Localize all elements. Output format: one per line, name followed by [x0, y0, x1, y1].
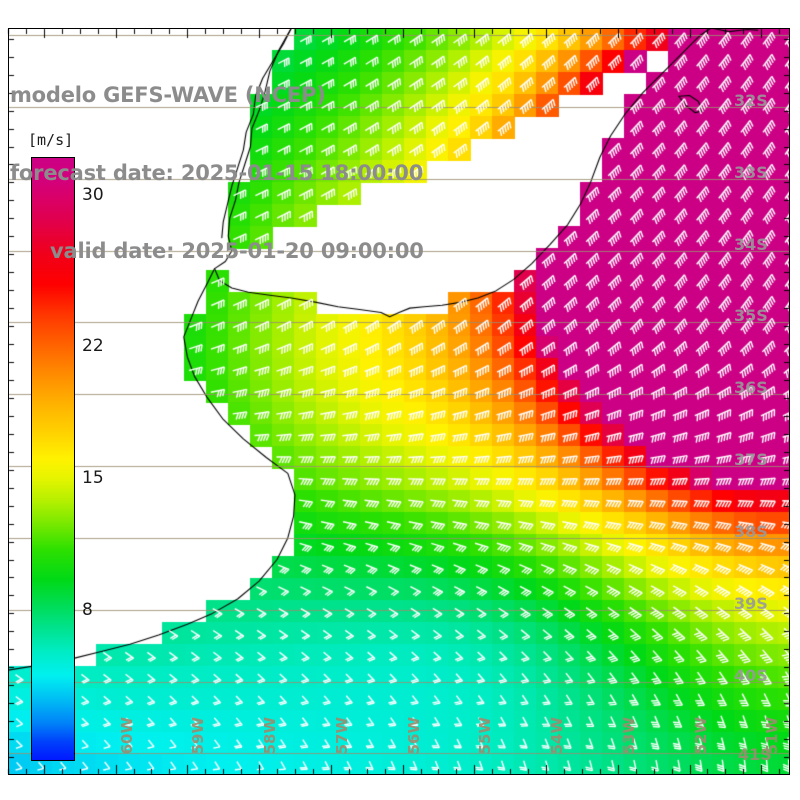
- longitude-label-59w: 59W: [189, 717, 208, 755]
- latitude-label-32s: 32S: [734, 91, 768, 110]
- colorbar-gradient: [31, 157, 75, 761]
- latitude-label-37s: 37S: [734, 450, 768, 470]
- longitude-label-54w: 54W: [548, 717, 567, 755]
- colorbar-tick-8: 8: [82, 600, 93, 620]
- longitude-label-53w: 53W: [619, 717, 638, 755]
- latitude-label-34s: 34S: [734, 234, 768, 254]
- latitude-label-36s: 36S: [734, 378, 768, 398]
- longitude-label-55w: 55W: [476, 717, 495, 755]
- colorbar[interactable]: [31, 157, 75, 761]
- latitude-label-40s: 40S: [734, 665, 768, 685]
- colorbar-tick-30: 30: [82, 184, 104, 205]
- latitude-label-39s: 39S: [734, 593, 768, 613]
- latitude-label-35s: 35S: [734, 306, 768, 326]
- longitude-label-57w: 57W: [332, 717, 351, 755]
- latitude-label-33s: 33S: [734, 162, 768, 182]
- longitude-label-60w: 60W: [117, 717, 136, 755]
- colorbar-unit-label: [m/s]: [28, 131, 74, 149]
- longitude-label-58w: 58W: [261, 717, 280, 755]
- colorbar-tick-15: 15: [82, 467, 104, 488]
- longitude-label-56w: 56W: [404, 717, 423, 755]
- longitude-label-52w: 52W: [691, 717, 710, 755]
- latitude-label-38s: 38S: [734, 521, 768, 541]
- colorbar-tick-22: 22: [82, 335, 104, 356]
- corner-latitude-label: 41S: [738, 745, 772, 764]
